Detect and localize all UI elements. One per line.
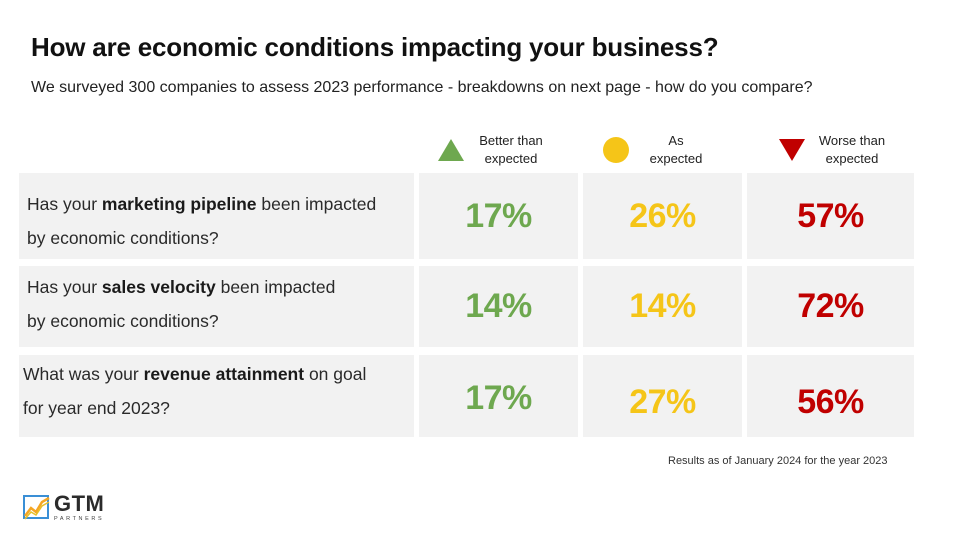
legend-worse: Worse than expected (777, 131, 897, 169)
legend-better: Better than expected (436, 131, 556, 169)
logo-wordmark: GTM (54, 490, 105, 516)
logo-subtext: PARTNERS (54, 515, 105, 522)
legend-as: As expected (601, 131, 721, 169)
footnote: Results as of January 2024 for the year … (668, 455, 888, 467)
circle-icon (603, 137, 629, 163)
pct-better-row1: 17% (419, 173, 578, 259)
gtm-partners-logo: GTM PARTNERS (22, 492, 104, 522)
page-title: How are economic conditions impacting yo… (31, 32, 719, 62)
pct-as-row2: 14% (583, 266, 742, 347)
pct-better-row3: 17% (419, 355, 578, 437)
triangle-down-icon (779, 139, 805, 161)
legend-as-label: As expected (649, 133, 703, 166)
question-sales-velocity: Has your sales velocity been impacted by… (19, 266, 414, 347)
pct-worse-row3: 56% (747, 355, 914, 437)
legend-better-label: Better than expected (479, 133, 543, 166)
pct-as-row3: 27% (583, 355, 742, 437)
pct-worse-row2: 72% (747, 266, 914, 347)
chart-growth-icon (23, 495, 50, 520)
triangle-up-icon (438, 139, 464, 161)
question-marketing-pipeline: Has your marketing pipeline been impacte… (19, 173, 414, 259)
pct-worse-row1: 57% (747, 173, 914, 259)
pct-as-row1: 26% (583, 173, 742, 259)
question-revenue-attainment: What was your revenue attainment on goal… (19, 355, 414, 437)
pct-better-row2: 14% (419, 266, 578, 347)
legend-worse-label: Worse than expected (818, 133, 886, 166)
page-subtitle: We surveyed 300 companies to assess 2023… (31, 79, 813, 96)
